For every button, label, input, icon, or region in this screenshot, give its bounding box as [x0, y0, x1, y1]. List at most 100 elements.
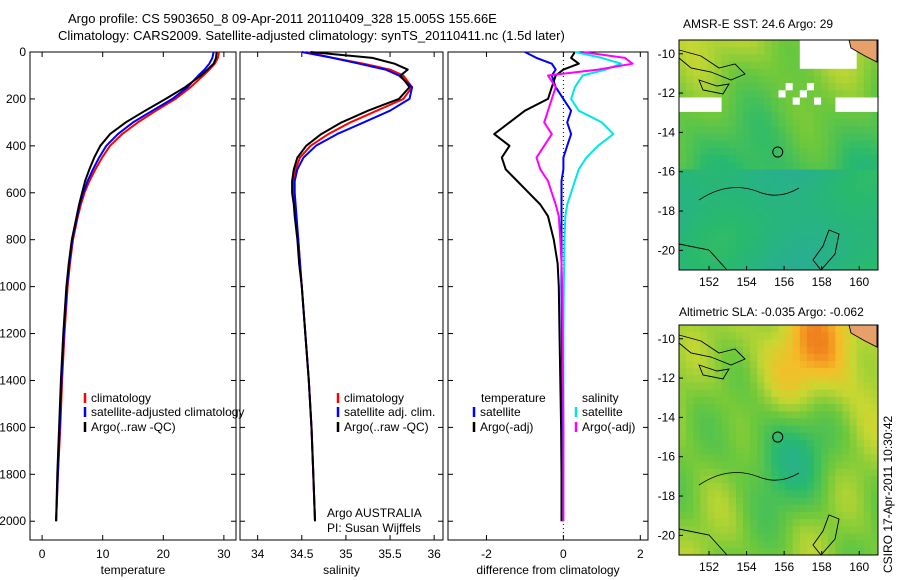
sla_map-cell — [842, 440, 850, 448]
sla_map-cell — [743, 411, 751, 419]
sst_map-cell — [743, 169, 751, 177]
sla_map-cell — [856, 389, 865, 398]
sst_map-cell — [750, 119, 758, 127]
sst_map-cell — [728, 262, 737, 271]
sst_map-cell — [721, 198, 730, 206]
sla_map-cell — [743, 490, 751, 498]
temperature-frame — [29, 51, 237, 541]
sla_map-cell — [835, 339, 843, 347]
sla_map-cell — [714, 418, 722, 426]
sla_map-cell — [849, 368, 858, 376]
sst_map-cell — [828, 83, 836, 91]
sla_map-cell — [828, 511, 836, 520]
sla_map-cell — [693, 497, 701, 506]
sst_map-cell — [771, 169, 779, 177]
sla_map-cell — [821, 396, 829, 405]
sla_map-cell — [806, 519, 815, 527]
sla_map-cell — [728, 447, 737, 455]
sst_map-cell — [693, 234, 701, 242]
sla_map-cell — [814, 504, 822, 513]
sla_map-cell — [785, 490, 794, 498]
sla_map-cell — [870, 389, 879, 398]
sst_map-cell — [799, 262, 808, 271]
sla_map-cell — [792, 483, 801, 491]
sst_map-cell — [835, 68, 843, 77]
sla_map-cell — [828, 368, 836, 376]
sla_map-cell — [821, 432, 829, 441]
sst_map-cell — [721, 183, 730, 192]
sla_map-cell — [792, 375, 801, 383]
sla_map-cell — [799, 497, 808, 506]
sla_map-cell — [806, 396, 815, 405]
sst_map-cell — [764, 75, 772, 84]
sst_map-cell — [771, 234, 779, 242]
sla_map-cell — [750, 418, 758, 426]
sla_map-cell — [814, 475, 822, 484]
sla_map-cell — [849, 432, 858, 441]
sst_map-cell — [814, 226, 822, 235]
sst_map-cell — [764, 262, 772, 271]
sst_map-cell — [771, 219, 779, 228]
sst_map-cell — [863, 155, 872, 163]
sst_map-cell — [693, 61, 701, 70]
sst_map-cell — [679, 97, 687, 106]
sla_map-cell — [863, 511, 872, 520]
sla_map-cell — [856, 382, 865, 391]
sla_map-cell — [686, 490, 694, 498]
sla_map-cell — [693, 360, 701, 369]
temp-legend-argo: Argo(..raw -QC) — [91, 420, 176, 434]
sla_map-cell — [707, 339, 715, 347]
sst_map-cell — [757, 190, 765, 199]
sst_map-cell — [686, 255, 694, 264]
sla_map-cell — [842, 339, 850, 347]
sla_map-cell — [743, 404, 751, 412]
sst_map-cell — [728, 155, 737, 163]
sst_map-cell — [821, 83, 829, 91]
sst_map-cell — [863, 198, 872, 206]
sla_map-cell — [757, 389, 765, 398]
sla_map-cell — [785, 461, 794, 470]
sst_map-cell — [700, 133, 708, 141]
float-program-annotation: Argo AUSTRALIA — [327, 506, 422, 520]
sst_map-cell — [821, 54, 829, 62]
sla_map-cell — [778, 483, 786, 491]
sst_map-cell — [771, 68, 779, 77]
sst_map-cell — [728, 241, 737, 249]
sla_map-cell — [764, 540, 772, 549]
sla_map-cell — [778, 382, 786, 391]
sst_map-cell — [849, 126, 858, 134]
sla_map-cell — [821, 540, 829, 549]
sst_map-cell — [821, 219, 829, 228]
sst_map-cell — [707, 169, 715, 177]
sla_map-cell — [842, 411, 850, 419]
sst_map-cell — [743, 75, 751, 84]
sst_map-cell — [764, 126, 772, 134]
sla_map-cell — [750, 454, 758, 462]
sla_map-cell — [735, 511, 744, 520]
diff-legend-sal-sat: satellite — [582, 405, 623, 419]
sst_map-cell — [863, 75, 872, 84]
sst_map-cell — [842, 162, 850, 170]
sst_map-cell — [757, 140, 765, 149]
sst_map-cell — [743, 40, 751, 48]
sla_map-xtick-label: 156 — [774, 560, 794, 574]
sst_map-cell — [721, 226, 730, 235]
sst_map-cell — [707, 205, 715, 213]
sla_map-cell — [799, 519, 808, 527]
sst_map-cell — [814, 140, 822, 149]
sst_map-cell — [700, 104, 708, 113]
sla_map-cell — [771, 375, 779, 383]
sla_map-cell — [778, 389, 786, 398]
sst_map-cell — [828, 75, 836, 84]
sla_map-cell — [743, 396, 751, 405]
sla_map-cell — [743, 382, 751, 391]
sst_map-cell — [849, 234, 858, 242]
sla_map-cell — [785, 360, 794, 369]
sla_map-cell — [799, 411, 808, 419]
sst_map-cell — [707, 241, 715, 249]
temperature-ytick-label: 1400 — [0, 373, 26, 387]
sla_map-cell — [799, 325, 808, 333]
sst_map-cell — [870, 212, 879, 221]
sla_map-cell — [799, 468, 808, 477]
sst_map-cell — [778, 241, 786, 249]
